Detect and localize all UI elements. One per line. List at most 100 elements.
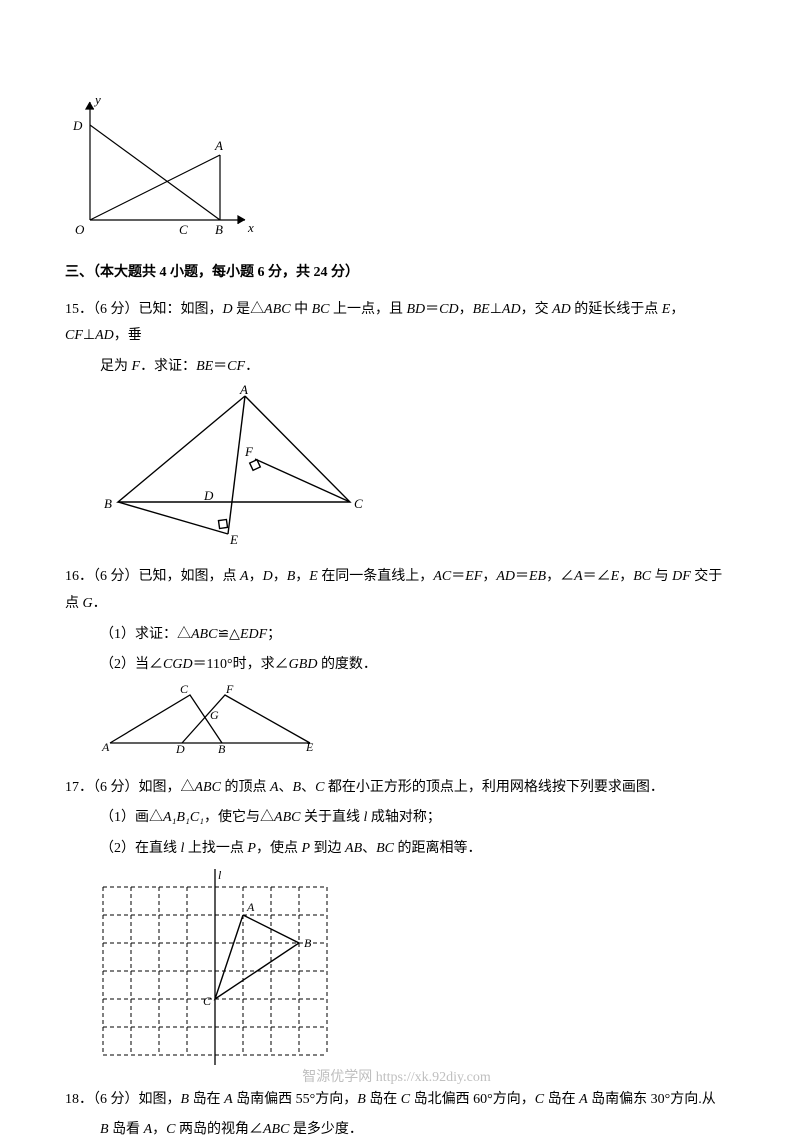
v: A xyxy=(240,569,249,584)
t: 的延长线于点 xyxy=(571,302,662,317)
lbl: C xyxy=(354,496,363,511)
q18-pts: （6 分） xyxy=(93,1092,139,1107)
t: 上一点，且 xyxy=(329,302,406,317)
problem-18: 18．（6 分）如图，B 岛在 A 岛南偏西 55°方向，B 岛在 C 岛北偏西… xyxy=(65,1087,728,1144)
t: ，∠ xyxy=(546,569,574,584)
v: AC xyxy=(433,569,451,584)
v: EB xyxy=(529,569,546,584)
v: B xyxy=(287,569,296,584)
lbl: G xyxy=(210,708,219,722)
v: ABC xyxy=(264,302,290,317)
t: 岛南偏西 55°方向， xyxy=(233,1092,358,1107)
v: ABC xyxy=(191,627,217,642)
v: CF xyxy=(65,328,83,343)
t: （2）在直线 xyxy=(100,841,181,856)
t: 上找一点 xyxy=(184,841,247,856)
v: GBD xyxy=(289,657,318,672)
t: 如图， xyxy=(139,1092,181,1107)
figure-q17: l A B C xyxy=(65,867,728,1067)
v: ABC xyxy=(274,810,300,825)
v: B xyxy=(357,1092,366,1107)
t: 是△ xyxy=(233,302,265,317)
v: F xyxy=(132,359,141,374)
coord-figure: y x D A O C B xyxy=(65,90,255,240)
t: ． xyxy=(245,359,259,374)
v: B xyxy=(100,1122,109,1137)
v: EDF xyxy=(240,627,267,642)
v: DF xyxy=(672,569,691,584)
pt-D: D xyxy=(72,118,83,133)
v: C xyxy=(166,1122,175,1137)
v: D xyxy=(263,569,273,584)
figure-q15: A B C D E F xyxy=(65,384,728,544)
t: ， xyxy=(619,569,633,584)
t: ⊥ xyxy=(83,328,95,343)
v: B xyxy=(181,1092,190,1107)
lbl: A xyxy=(101,740,110,754)
lbl-C: C xyxy=(203,994,212,1008)
t: 都在小正方形的顶点上，利用网格线按下列要求画图． xyxy=(324,780,664,795)
t: ， xyxy=(295,569,309,584)
problem-17: 17．（6 分）如图，△ABC 的顶点 A、B、C 都在小正方形的顶点上，利用网… xyxy=(65,775,728,1067)
lbl: C xyxy=(180,683,189,696)
t: ，使它与△ xyxy=(204,810,274,825)
lbl: F xyxy=(225,683,234,696)
v: BD xyxy=(406,302,425,317)
v: CD xyxy=(439,302,458,317)
t: 、 xyxy=(301,780,315,795)
v: BC xyxy=(376,841,394,856)
t: （1）画△ xyxy=(100,810,163,825)
lbl: A xyxy=(239,384,248,397)
lbl: E xyxy=(305,740,314,754)
t: 已知：如图， xyxy=(139,302,223,317)
t: 两岛的视角∠ xyxy=(175,1122,263,1137)
pt-B: B xyxy=(215,222,223,237)
v: AD xyxy=(95,328,114,343)
t: 与 xyxy=(651,569,672,584)
t: 是多少度． xyxy=(289,1122,363,1137)
v: C xyxy=(535,1092,544,1107)
t: 成轴对称； xyxy=(367,810,441,825)
t: ， xyxy=(482,569,496,584)
v: E xyxy=(309,569,318,584)
v: BE xyxy=(473,302,490,317)
v: CGD xyxy=(163,657,193,672)
q16-pts: （6 分） xyxy=(93,569,139,584)
pt-A: A xyxy=(214,138,223,153)
q17-part1: （1）画△A₁B₁C₁，使它与△ABC 关于直线 l 成轴对称； xyxy=(65,805,728,832)
t: ，交 xyxy=(521,302,553,317)
v: AB xyxy=(345,841,362,856)
v: P xyxy=(301,841,310,856)
t: ， xyxy=(273,569,287,584)
t: 岛在 xyxy=(189,1092,224,1107)
v: CF xyxy=(227,359,245,374)
v: BC xyxy=(633,569,651,584)
t: 到边 xyxy=(310,841,345,856)
lbl-l: l xyxy=(218,868,222,882)
t: 岛北偏西 60°方向， xyxy=(410,1092,535,1107)
section-3-header: 三、（本大题共 4 小题，每小题 6 分，共 24 分） xyxy=(65,260,728,287)
t: 岛南偏东 30°方向.从 xyxy=(588,1092,716,1107)
v: BE xyxy=(196,359,213,374)
v: ABC xyxy=(195,780,221,795)
q18-line2: B 岛看 A，C 两岛的视角∠ABC 是多少度． xyxy=(65,1117,728,1144)
t: 、 xyxy=(362,841,376,856)
v: BC xyxy=(312,302,330,317)
q15-num: 15． xyxy=(65,302,93,317)
t: 岛看 xyxy=(109,1122,144,1137)
t: 岛在 xyxy=(366,1092,401,1107)
q17-part2: （2）在直线 l 上找一点 P，使点 P 到边 AB、BC 的距离相等． xyxy=(65,836,728,863)
v: P xyxy=(247,841,256,856)
t: ，垂 xyxy=(114,328,142,343)
t: 的顶点 xyxy=(221,780,270,795)
lbl-B: B xyxy=(304,936,312,950)
t: ＝ xyxy=(515,569,529,584)
lbl: D xyxy=(175,742,185,755)
lbl: D xyxy=(203,488,214,503)
q16-num: 16． xyxy=(65,569,93,584)
t: （1）求证：△ xyxy=(100,627,191,642)
t: ＝110°时，求∠ xyxy=(193,657,289,672)
q16-part1: （1）求证：△ABC≌△EDF； xyxy=(65,622,728,649)
v: A xyxy=(144,1122,153,1137)
figure-q-prev: y x D A O C B xyxy=(65,90,728,240)
